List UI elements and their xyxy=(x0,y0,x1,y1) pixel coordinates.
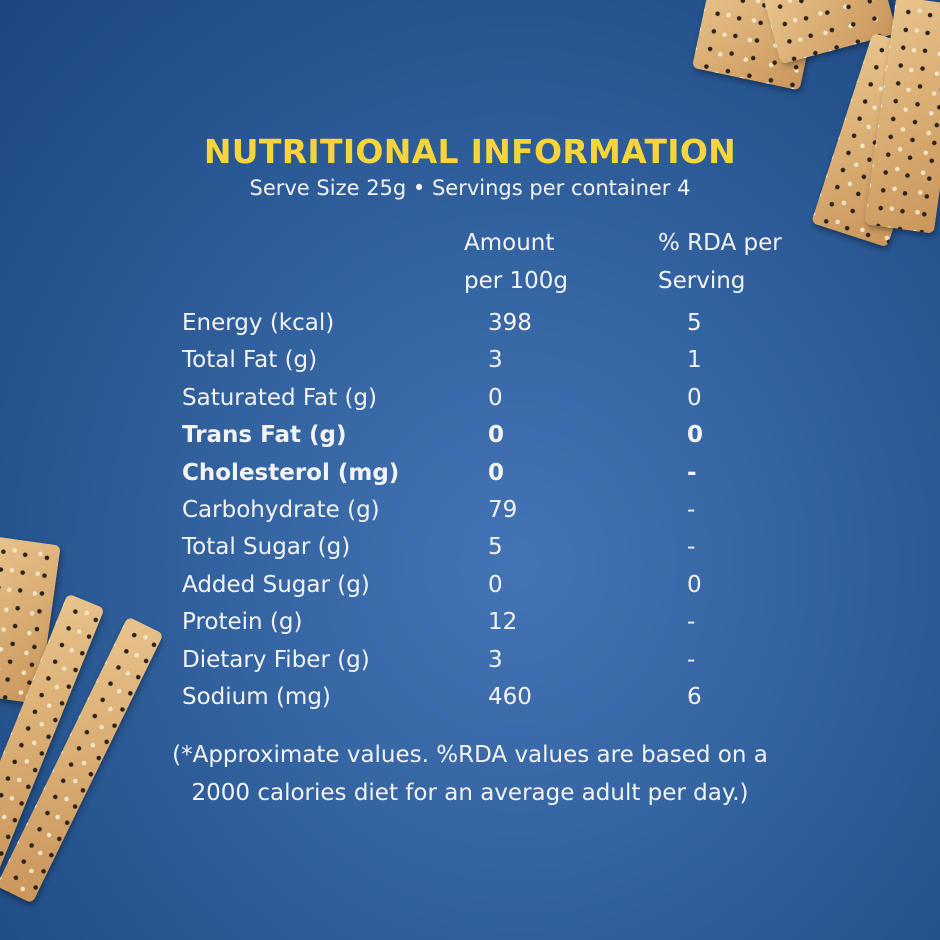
footnote: (*Approximate values. %RDA values are ba… xyxy=(0,736,940,812)
nutrient-label: Saturated Fat (g) xyxy=(182,384,378,411)
rda-value: - xyxy=(687,609,696,636)
footnote-line2: 2000 calories diet for an average adult … xyxy=(191,780,749,806)
rda-value: 0 xyxy=(687,571,702,598)
nutrient-label: Total Fat (g) xyxy=(182,347,318,374)
footnote-line1: (*Approximate values. %RDA values are ba… xyxy=(172,742,768,768)
table-row: Dietary Fiber (g) 3 - xyxy=(0,647,940,684)
nutrient-label: Added Sugar (g) xyxy=(182,571,370,598)
amount-value: 0 xyxy=(488,422,505,449)
rda-value: - xyxy=(687,459,697,486)
nutrient-label: Trans Fat (g) xyxy=(182,422,347,449)
nutrient-label: Dietary Fiber (g) xyxy=(182,646,370,673)
amount-value: 79 xyxy=(488,497,518,523)
amount-value: 398 xyxy=(488,310,532,336)
rda-value: - xyxy=(687,497,696,523)
nutrient-label: Total Sugar (g) xyxy=(182,534,351,561)
amount-value: 3 xyxy=(488,646,503,673)
rda-header-line2: Serving xyxy=(658,268,746,294)
amount-value: 460 xyxy=(488,684,532,710)
amount-value: 0 xyxy=(488,459,505,486)
rda-value: 0 xyxy=(687,422,704,449)
amount-value: 0 xyxy=(488,384,503,411)
amount-value: 5 xyxy=(488,534,503,561)
table-row: Total Fat (g) 3 1 xyxy=(0,347,940,384)
nutrient-label: Energy (kcal) xyxy=(182,310,335,336)
amount-value: 0 xyxy=(488,571,503,598)
table-row: Cholesterol (mg) 0 - xyxy=(0,460,940,497)
rda-value: - xyxy=(687,646,696,673)
table-row: Trans Fat (g) 0 0 xyxy=(0,422,940,459)
nutrient-label: Sodium (mg) xyxy=(182,684,331,710)
table-row: Energy (kcal) 398 5 xyxy=(0,310,940,347)
rda-header-line1: % RDA per xyxy=(658,230,782,256)
table-row: Added Sugar (g) 0 0 xyxy=(0,572,940,609)
rda-value: - xyxy=(687,534,696,561)
nutrient-label: Carbohydrate (g) xyxy=(182,497,380,523)
nutrient-label: Cholesterol (mg) xyxy=(182,459,400,486)
table-row: Carbohydrate (g) 79 - xyxy=(0,497,940,534)
title: NUTRITIONAL INFORMATION xyxy=(203,132,737,171)
rda-value: 0 xyxy=(687,384,702,411)
amount-header-line1: Amount xyxy=(464,230,555,256)
amount-value: 12 xyxy=(488,609,518,636)
table-row: Total Sugar (g) 5 - xyxy=(0,534,940,571)
subtitle: Serve Size 25g • Servings per container … xyxy=(249,176,691,200)
table-row: Saturated Fat (g) 0 0 xyxy=(0,385,940,422)
rda-value: 6 xyxy=(687,684,702,710)
amount-header-line2: per 100g xyxy=(464,268,569,294)
amount-value: 3 xyxy=(488,347,503,374)
rda-header: % RDA per Serving xyxy=(658,224,782,300)
rda-value: 1 xyxy=(687,347,702,374)
amount-header: Amount per 100g xyxy=(464,224,568,300)
table-row: Sodium (mg) 460 6 xyxy=(0,684,940,721)
nutrient-label: Protein (g) xyxy=(182,609,303,636)
table-row: Protein (g) 12 - xyxy=(0,609,940,646)
rda-value: 5 xyxy=(687,310,702,336)
